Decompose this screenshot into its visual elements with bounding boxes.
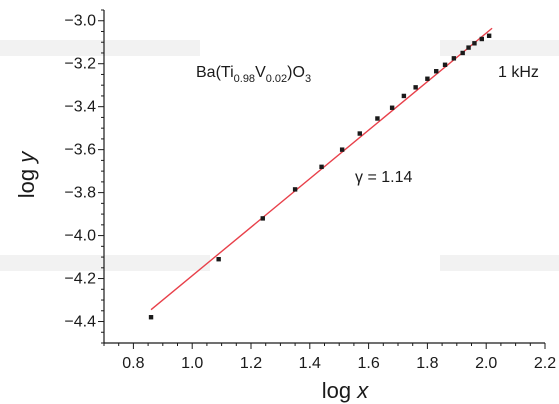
data-point (460, 50, 465, 56)
data-point (216, 257, 221, 262)
data-point (148, 315, 154, 320)
y-tick-label: −4.0 (64, 228, 96, 245)
x-tick-label: 2.2 (534, 355, 556, 372)
x-tick-labels: 0.8 1.0 1.2 1.4 1.6 1.8 2.0 2.2 (122, 355, 556, 372)
x-tick-label: 0.8 (122, 355, 144, 372)
data-point (401, 93, 407, 99)
data-point (260, 216, 265, 221)
data-point (319, 164, 324, 170)
data-point (357, 131, 362, 136)
x-tick-label: 1.8 (416, 355, 438, 372)
data-point (389, 105, 395, 110)
x-axis-title: log x (322, 378, 369, 403)
data-point (479, 36, 484, 42)
data-point (442, 62, 448, 67)
x-tick-label: 2.0 (475, 355, 497, 372)
x-axis-ticks (103, 343, 546, 349)
y-axis-title: log y (14, 150, 39, 198)
data-point (466, 45, 471, 50)
y-tick-label: −4.4 (64, 314, 96, 331)
data-points (148, 33, 492, 320)
y-axis-ticks (98, 9, 104, 344)
gamma-annotation: γ = 1.14 (355, 169, 412, 186)
y-tick-label: −3.8 (64, 185, 96, 202)
data-point (413, 85, 418, 90)
x-tick-label: 1.2 (240, 355, 262, 372)
y-tick-label: −4.2 (64, 271, 96, 288)
x-tick-label: 1.0 (181, 355, 203, 372)
background-band-3 (440, 255, 559, 271)
background-band-0 (0, 40, 200, 56)
data-point (375, 116, 380, 121)
y-tick-labels: −3.0 −3.2 −3.4 −3.6 −3.8 −4.0 −4.2 −4.4 (64, 13, 96, 331)
y-tick-label: −3.6 (64, 142, 96, 159)
data-point (425, 76, 430, 81)
x-tick-label: 1.6 (357, 355, 379, 372)
y-tick-label: −3.4 (64, 99, 96, 116)
data-point (472, 41, 477, 46)
y-tick-label: −3.2 (64, 56, 96, 73)
background-band-2 (440, 40, 559, 56)
data-point (339, 147, 345, 152)
data-point (486, 33, 492, 38)
background-band-1 (0, 255, 210, 271)
x-tick-label: 1.4 (299, 355, 321, 372)
data-point (292, 187, 298, 192)
background-bands (0, 40, 559, 271)
formula-annotation: Ba(Ti0.98V0.02)O3 (196, 64, 311, 85)
frequency-annotation: 1 kHz (498, 64, 539, 81)
data-point (434, 69, 439, 74)
data-point (451, 56, 457, 61)
y-tick-label: −3.0 (64, 13, 96, 30)
